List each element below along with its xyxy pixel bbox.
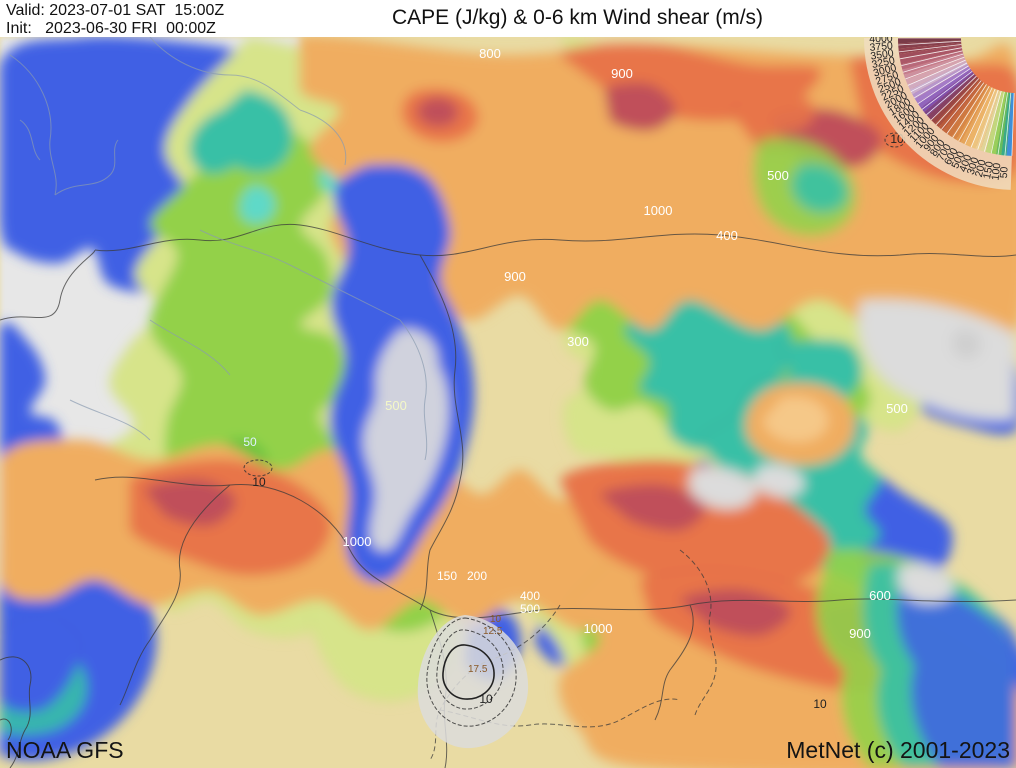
svg-text:10: 10	[813, 697, 827, 711]
svg-text:900: 900	[504, 269, 526, 284]
svg-text:900: 900	[849, 626, 871, 641]
svg-text:200: 200	[467, 569, 487, 583]
svg-text:800: 800	[479, 46, 501, 61]
svg-text:1000: 1000	[343, 534, 372, 549]
svg-text:600: 600	[869, 588, 891, 603]
svg-text:300: 300	[567, 334, 589, 349]
svg-text:500: 500	[767, 168, 789, 183]
svg-text:400: 400	[520, 589, 540, 603]
svg-text:10: 10	[490, 614, 502, 625]
svg-text:10: 10	[252, 475, 266, 489]
svg-text:500: 500	[520, 602, 540, 616]
svg-text:500: 500	[886, 401, 908, 416]
svg-text:400: 400	[716, 228, 738, 243]
svg-text:50: 50	[243, 435, 257, 449]
svg-text:500: 500	[385, 398, 407, 413]
svg-text:12.5: 12.5	[483, 626, 503, 637]
svg-text:1000: 1000	[584, 621, 613, 636]
svg-text:10: 10	[479, 692, 493, 706]
svg-text:17.5: 17.5	[468, 664, 488, 675]
svg-text:50: 50	[998, 166, 1011, 179]
svg-text:150: 150	[437, 569, 457, 583]
svg-text:900: 900	[611, 66, 633, 81]
svg-text:1000: 1000	[644, 203, 673, 218]
